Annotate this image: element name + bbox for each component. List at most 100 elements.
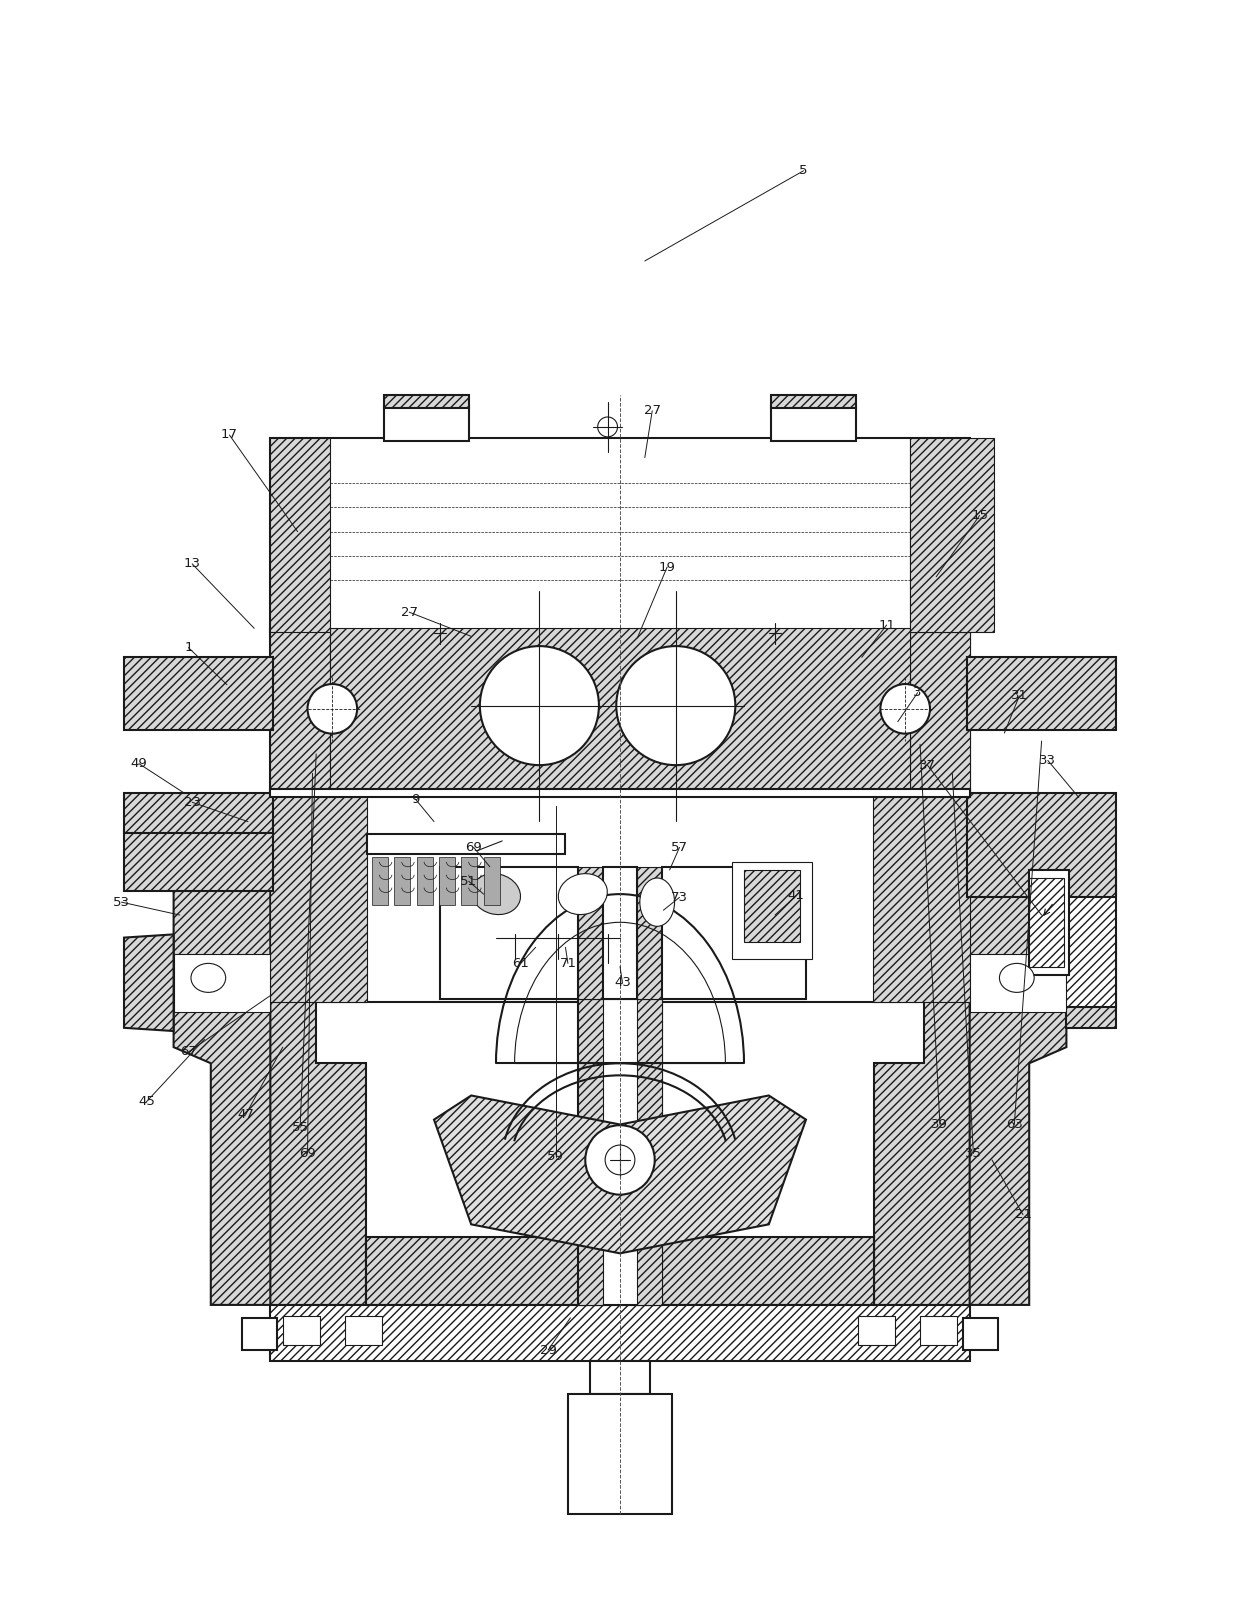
Bar <box>417 857 433 905</box>
Text: 31: 31 <box>1011 690 1028 702</box>
Bar <box>440 867 578 999</box>
Bar <box>873 793 970 1002</box>
Text: 13: 13 <box>184 557 201 570</box>
Bar <box>384 395 469 408</box>
Bar <box>578 999 603 1305</box>
Text: 69: 69 <box>299 1147 316 1160</box>
Text: 21: 21 <box>1014 1208 1032 1221</box>
Bar <box>970 954 1066 1012</box>
Bar <box>637 999 662 1305</box>
Polygon shape <box>174 870 270 1305</box>
Bar <box>384 406 469 441</box>
Bar <box>270 1305 970 1361</box>
Bar <box>771 395 856 408</box>
Text: 73: 73 <box>671 891 688 904</box>
Bar <box>124 830 273 891</box>
Bar <box>578 999 662 1305</box>
Text: 1: 1 <box>185 641 192 654</box>
Bar <box>345 1316 382 1345</box>
Text: 55: 55 <box>291 1121 309 1134</box>
Bar <box>858 1316 895 1345</box>
Bar <box>367 833 565 855</box>
Bar <box>732 862 812 959</box>
Text: 3: 3 <box>914 686 921 699</box>
Bar <box>637 867 662 999</box>
Bar <box>242 1318 277 1350</box>
Bar <box>603 867 637 999</box>
Text: 51: 51 <box>460 875 477 888</box>
Text: 41: 41 <box>787 889 805 902</box>
Text: 67: 67 <box>180 1046 197 1058</box>
Bar <box>270 438 970 632</box>
Bar <box>1064 870 1116 1007</box>
Text: 39: 39 <box>931 1118 949 1131</box>
Bar <box>366 1237 874 1305</box>
Bar <box>270 438 330 632</box>
Bar <box>1029 870 1069 975</box>
Text: 49: 49 <box>130 757 148 770</box>
Text: 57: 57 <box>671 841 688 854</box>
Ellipse shape <box>558 873 608 915</box>
Circle shape <box>598 417 618 437</box>
Ellipse shape <box>640 878 675 926</box>
Text: 27: 27 <box>401 606 418 619</box>
Text: 17: 17 <box>221 429 238 441</box>
Bar <box>439 857 455 905</box>
Ellipse shape <box>999 963 1034 992</box>
Text: 59: 59 <box>547 1150 564 1163</box>
Text: 47: 47 <box>237 1108 254 1121</box>
Text: 15: 15 <box>971 509 988 522</box>
Ellipse shape <box>191 963 226 992</box>
Bar <box>270 789 970 797</box>
Bar <box>124 793 273 833</box>
Bar <box>590 1361 650 1394</box>
Bar <box>330 628 910 793</box>
Text: 19: 19 <box>658 561 676 574</box>
Bar <box>568 1394 672 1514</box>
Polygon shape <box>970 870 1066 1305</box>
Text: 23: 23 <box>184 796 201 809</box>
Bar <box>461 857 477 905</box>
Text: 69: 69 <box>465 841 482 854</box>
Bar <box>578 867 603 999</box>
Bar <box>963 1318 998 1350</box>
Text: 29: 29 <box>539 1344 557 1356</box>
Text: 27: 27 <box>644 404 661 417</box>
Bar <box>910 438 970 632</box>
Bar <box>771 406 856 441</box>
Text: 61: 61 <box>512 957 529 970</box>
Text: 35: 35 <box>965 1147 982 1160</box>
Bar <box>283 1316 320 1345</box>
Ellipse shape <box>471 873 521 915</box>
Polygon shape <box>124 934 174 1031</box>
Polygon shape <box>1066 938 1116 1028</box>
Circle shape <box>616 646 735 765</box>
Text: 43: 43 <box>614 976 631 989</box>
Text: 53: 53 <box>113 896 130 909</box>
Polygon shape <box>434 1095 806 1253</box>
Bar <box>394 857 410 905</box>
Bar <box>270 628 330 793</box>
Bar <box>270 793 367 1002</box>
Bar <box>1029 878 1064 967</box>
Bar <box>484 857 500 905</box>
Bar <box>174 954 270 1012</box>
Bar <box>910 438 994 632</box>
Text: 33: 33 <box>1039 754 1056 767</box>
Circle shape <box>480 646 599 765</box>
Bar <box>967 657 1116 730</box>
Bar <box>372 857 388 905</box>
Bar <box>744 870 800 942</box>
Text: 5: 5 <box>800 164 807 177</box>
Bar <box>967 793 1116 897</box>
Circle shape <box>880 685 930 733</box>
Bar <box>920 1316 957 1345</box>
Polygon shape <box>270 999 366 1305</box>
Circle shape <box>605 1145 635 1174</box>
Bar <box>124 657 273 730</box>
Bar <box>270 628 970 793</box>
Circle shape <box>308 685 357 733</box>
Circle shape <box>585 1124 655 1195</box>
Text: 11: 11 <box>878 619 895 632</box>
Text: 9: 9 <box>412 793 419 806</box>
